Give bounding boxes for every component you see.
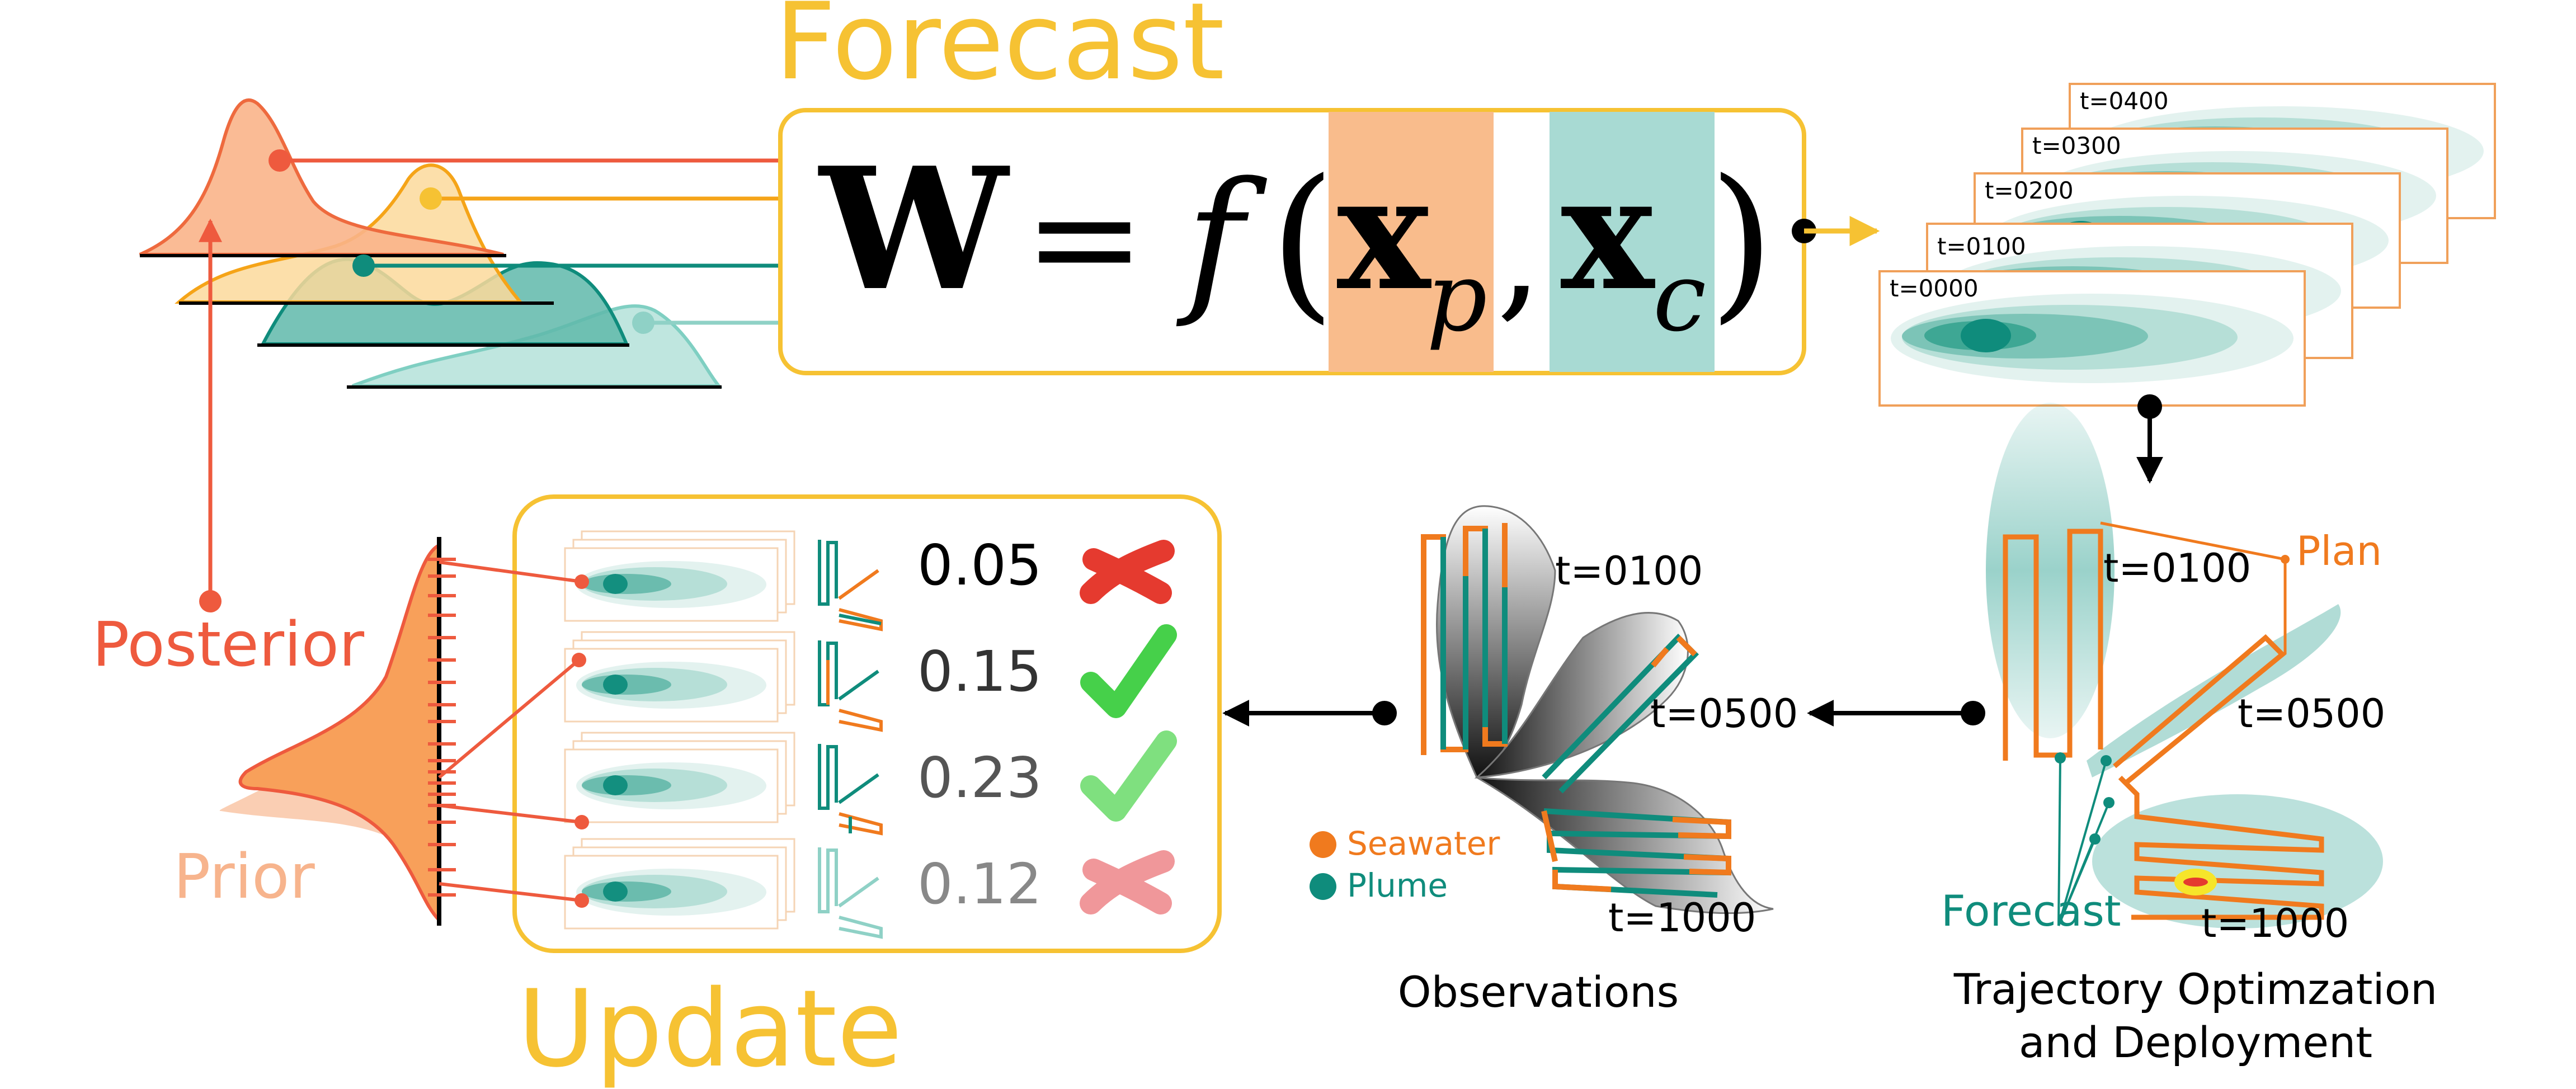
update-title: Update: [517, 967, 902, 1089]
posterior-label: Posterior: [92, 609, 365, 680]
equation-arg1-subscript: p: [1426, 242, 1487, 353]
distribution-curves: [139, 98, 780, 389]
obs-time-label: t=0100: [1555, 548, 1703, 594]
param-c-highlight: [1550, 112, 1715, 372]
equation-comma: ,: [1496, 168, 1543, 337]
check-icon: [1080, 730, 1177, 822]
prior-label: Prior: [173, 841, 315, 912]
frame-label: t=0200: [1985, 177, 2074, 204]
forecast-frame-stack: t=0400 t=0300 t=0200 t=0100 t=0000: [1878, 83, 2496, 407]
obs-time-label: t=0500: [1650, 691, 1798, 737]
equation-arg1: x: [1337, 142, 1433, 326]
param-p-highlight: [1329, 112, 1494, 372]
legend-seawater: Seawater: [1347, 824, 1500, 862]
ensemble-row: 0.23: [564, 730, 1177, 836]
plan-label: Plan: [2296, 527, 2382, 574]
forecast-label: Forecast: [1941, 886, 2121, 936]
ensemble-weight: 0.23: [917, 745, 1042, 810]
equation-lhs: W: [817, 130, 1011, 328]
traj-time-label: t=0100: [2103, 545, 2251, 591]
frame-label: t=0100: [1937, 233, 2026, 260]
equation-arg2: x: [1561, 142, 1656, 326]
trajectory-caption-line2: and Deployment: [2019, 1017, 2372, 1067]
frame-label: t=0400: [2080, 87, 2169, 115]
forecast-box: W = f ( x p , x c ): [778, 108, 1806, 375]
ensemble-row: 0.05: [564, 530, 1175, 631]
obs-time-label: t=1000: [1608, 895, 1756, 941]
equation-open-paren: (: [1270, 144, 1335, 339]
forecast-title: Forecast: [775, 0, 1225, 103]
legend-plume: Plume: [1347, 866, 1448, 904]
seawater-legend-marker: [1310, 831, 1336, 858]
observations-legend: Seawater Plume: [1310, 824, 1500, 904]
observations-caption: Observations: [1398, 967, 1679, 1017]
update-box: 0.05 0.15: [512, 494, 1222, 953]
ensemble-weight: 0.12: [917, 851, 1042, 917]
check-icon: [1080, 624, 1177, 718]
trajectory-caption: Trajectory Optimzation: [1953, 964, 2437, 1014]
equation-equals: =: [1024, 154, 1146, 323]
mini-trajectory: [818, 847, 883, 939]
frame-label: t=0000: [1890, 275, 1979, 302]
cross-icon: [1080, 850, 1175, 914]
ensemble-row: 0.15: [564, 624, 1177, 732]
mini-trajectory: [818, 540, 883, 631]
traj-time-label: t=0500: [2238, 691, 2385, 737]
trajectory-panel: Plan t=0100 t=0500 t=1000 Forecast Traje…: [1941, 403, 2437, 1067]
ensemble-weight: 0.15: [917, 639, 1042, 704]
ensemble-weight: 0.05: [917, 532, 1042, 598]
cross-icon: [1080, 540, 1175, 604]
equation-close-paren: ): [1709, 144, 1774, 339]
mini-trajectory: [818, 640, 883, 732]
equation-arg2-subscript: c: [1653, 242, 1706, 353]
mini-trajectory: [818, 744, 883, 836]
ensemble-row: 0.12: [564, 838, 1175, 939]
plume-legend-marker: [1310, 873, 1336, 900]
posterior-panel: Posterior Prior: [92, 218, 589, 926]
traj-time-label: t=1000: [2201, 901, 2349, 946]
frame-label: t=0300: [2032, 132, 2121, 159]
observations-panel: t=0100 t=0500 t=1000 Seawater Plume Obse…: [1310, 505, 1798, 1017]
